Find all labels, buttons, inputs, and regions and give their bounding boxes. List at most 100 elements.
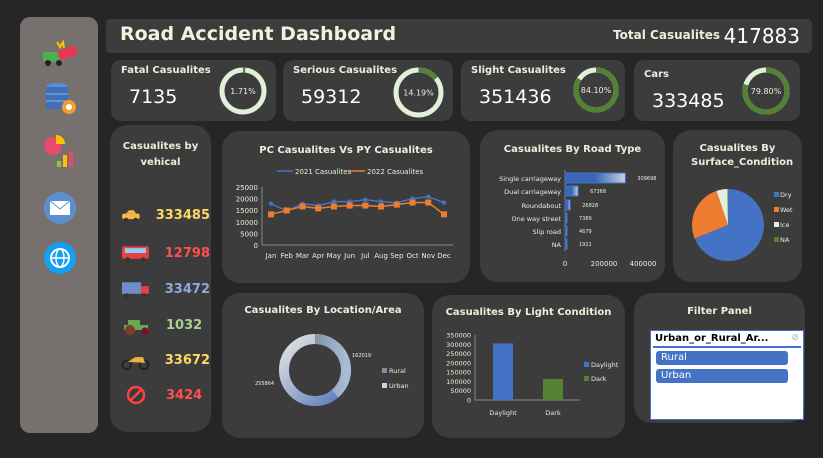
legend-label: 2022 Casualites: [367, 168, 424, 176]
data-point: [409, 199, 416, 206]
bar: [564, 172, 626, 184]
y-tick-label: 0: [254, 242, 258, 250]
x-tick-label: 0: [563, 260, 567, 268]
kpi-value: 351436: [479, 86, 552, 108]
header-bar: Road Accident Dashboard Total Casualites…: [106, 19, 812, 53]
data-label: 162019: [352, 353, 371, 359]
vehicle-panel: Casualites by vehical 333485 12798 33472 10…: [110, 125, 211, 432]
kpi-value: 7135: [129, 86, 178, 108]
kpi-cars: Cars 333485 79.80%: [634, 60, 800, 121]
location-donut-chart: 162019 255864 Rural Urban: [255, 334, 409, 406]
bus-icon: [121, 246, 149, 263]
x-tick-label: 200000: [591, 260, 618, 268]
y-tick-label: 200000: [446, 359, 471, 367]
data-point: [268, 201, 274, 206]
filter-panel: Filter Panel Urban_or_Rural_Ar... ⊘ Rura…: [634, 293, 805, 423]
legend-label: Rural: [389, 367, 406, 375]
motorcycle-icon: [121, 357, 150, 370]
x-tick-label: Feb: [281, 252, 294, 260]
y-tick-label: 5000: [240, 230, 258, 238]
vehicle-value: 1032: [166, 317, 203, 333]
kpi-label: Cars: [644, 69, 669, 80]
category-label: NA: [552, 241, 562, 249]
other-prohibited-icon: [126, 385, 146, 405]
data-label: 309698: [637, 176, 656, 182]
data-point: [378, 203, 385, 210]
filter-title: Filter Panel: [687, 306, 752, 317]
legend-label: Daylight: [591, 361, 619, 369]
x-tick-label: Dec: [437, 252, 451, 260]
data-label: 7389: [579, 216, 592, 222]
x-tick-label: Daylight: [489, 409, 517, 417]
light-panel: Casualites By Light Condition 0 50000 1000…: [432, 295, 625, 438]
kpi-slight: Slight Casualites 351436 84.10%: [461, 60, 625, 121]
page-title: Road Accident Dashboard: [120, 23, 397, 45]
legend-label: Dry: [780, 191, 792, 199]
category-label: Dual carriageway: [504, 188, 561, 196]
data-point: [363, 197, 368, 202]
legend-marker: [584, 362, 589, 367]
x-tick-label: Apr: [312, 252, 324, 260]
slicer-option-urban[interactable]: Urban: [656, 369, 788, 383]
x-tick-label: Dark: [545, 409, 561, 417]
car-icon: [122, 210, 140, 222]
clear-filter-icon[interactable]: ⊘: [791, 333, 799, 343]
kpi-ring-gauge: 1.71%: [219, 67, 267, 115]
data-point: [441, 211, 447, 218]
kpi-serious: Serious Casualites 59312 14.19%: [283, 60, 453, 121]
surface-pie-chart: Dry Wet Ice NA: [692, 189, 793, 261]
y-tick-label: 20000: [236, 196, 258, 204]
kpi-ring-gauge: 84.10%: [573, 67, 619, 113]
legend-label: Ice: [780, 221, 790, 229]
legend-marker: [382, 383, 387, 388]
pie-slice: [694, 189, 764, 261]
ring-percent: 1.71%: [230, 87, 256, 96]
mail-icon[interactable]: [41, 189, 79, 227]
y-tick-label: 150000: [446, 369, 471, 377]
legend-label: Dark: [591, 375, 607, 383]
data-point: [315, 205, 322, 212]
legend-label: NA: [780, 236, 790, 244]
data-point: [283, 207, 290, 214]
slicer-option-rural[interactable]: Rural: [656, 351, 788, 365]
y-tick-label: 350000: [446, 332, 471, 340]
y-tick-label: 300000: [446, 341, 471, 349]
total-casualties-label: Total Casualites: [613, 28, 720, 42]
y-tick-label: 15000: [236, 207, 258, 215]
kpi-ring-gauge: 14.19%: [393, 67, 444, 118]
series-line: [270, 195, 445, 212]
y-tick-label: 10000: [236, 219, 258, 227]
data-point: [378, 199, 384, 204]
bar: [564, 185, 579, 197]
vehicle-value: 33472: [164, 281, 210, 297]
category-label: One way street: [511, 215, 561, 223]
surface-panel: Casualites By Surface_Condition Dry Wet Ic…: [673, 130, 802, 282]
pie-bar-chart-icon[interactable]: [41, 133, 79, 171]
kpi-value: 333485: [652, 90, 725, 112]
bar: [564, 238, 568, 250]
slicer: Urban_or_Rural_Ar... ⊘ Rural Urban: [650, 330, 804, 420]
x-tick-label: Jun: [343, 252, 355, 260]
chart-title: Casualites By Light Condition: [445, 307, 612, 318]
legend-marker: [774, 192, 779, 197]
legend-marker: [584, 376, 589, 381]
data-point: [331, 199, 337, 204]
chart-title: Casualites By Location/Area: [244, 305, 402, 316]
database-settings-icon[interactable]: [41, 79, 79, 117]
x-tick-label: Nov: [421, 252, 435, 260]
vehicle-value: 12798: [164, 245, 210, 261]
tractor-icon: [124, 320, 149, 335]
car-crash-icon[interactable]: [41, 34, 79, 72]
data-point: [425, 199, 432, 206]
ring-percent: 14.19%: [403, 89, 434, 98]
data-label: 255864: [255, 381, 274, 387]
globe-icon[interactable]: [41, 239, 79, 277]
category-label: Roundabout: [522, 202, 562, 210]
sidebar: [20, 17, 98, 433]
kpi-fatal: Fatal Casualites 7135 1.71%: [111, 60, 276, 121]
pie-slice: [716, 189, 728, 225]
truck-icon: [121, 282, 149, 299]
donut-slice: [279, 334, 351, 406]
y-tick-label: 0: [467, 397, 471, 405]
series-line: [270, 201, 445, 216]
